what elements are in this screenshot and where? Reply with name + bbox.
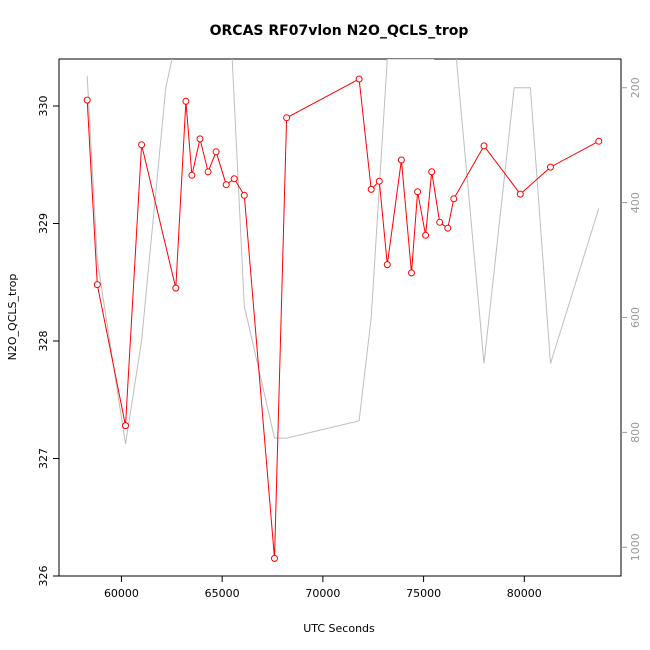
data-point [480, 142, 488, 150]
y2-tick-label: 400 [629, 192, 642, 213]
series-layer [83, 59, 603, 562]
y-tick-label: 327 [37, 448, 50, 469]
data-point [367, 185, 375, 193]
data-point [547, 163, 554, 171]
series-line-left [86, 78, 600, 559]
data-point [83, 96, 91, 104]
data-point [450, 195, 458, 203]
y2-tick-label: 200 [629, 77, 642, 98]
data-point [408, 269, 415, 277]
x-tick-label: 60000 [104, 587, 139, 600]
data-point [383, 261, 391, 269]
x-tick-label: 80000 [507, 587, 542, 600]
data-point [375, 177, 383, 185]
data-point [138, 141, 146, 149]
x-axis: 60000 65000 70000 75000 80000 [104, 576, 542, 600]
data-point [444, 224, 452, 232]
data-point [422, 231, 430, 239]
data-point [283, 114, 291, 122]
y-axis-label: N2O_QCLS_trop [6, 274, 19, 361]
y-axis-right: 200 400 600 800 1000 [621, 77, 642, 561]
data-point [212, 148, 220, 156]
data-point [196, 135, 204, 143]
data-point [414, 188, 422, 196]
x-tick-label: 70000 [305, 587, 340, 600]
data-point [172, 284, 180, 292]
x-tick-label: 75000 [406, 587, 441, 600]
data-point [230, 175, 238, 183]
y-tick-label: 330 [37, 96, 50, 117]
series-line-right [86, 59, 600, 444]
data-point [355, 75, 363, 83]
data-point [222, 181, 230, 189]
y-tick-label: 326 [37, 566, 50, 587]
y-tick-label: 329 [37, 213, 50, 234]
data-point [93, 281, 101, 289]
data-point [122, 422, 129, 430]
data-point [271, 554, 278, 562]
data-point [240, 191, 248, 199]
data-point [397, 156, 405, 164]
data-point [204, 168, 212, 176]
y-axis-left: 326 327 328 329 330 [37, 96, 59, 587]
y2-tick-label: 800 [629, 422, 642, 443]
data-point [516, 190, 524, 198]
y-tick-label: 328 [37, 331, 50, 352]
data-point [182, 97, 190, 105]
data-point [436, 218, 444, 226]
y2-tick-label: 600 [629, 307, 642, 328]
data-point [188, 171, 196, 179]
x-axis-label: UTC Seconds [303, 622, 375, 635]
data-point [595, 137, 603, 145]
x-tick-label: 65000 [205, 587, 240, 600]
y2-tick-label: 1000 [629, 533, 642, 561]
data-point [428, 168, 436, 176]
chart-title: ORCAS RF07vlon N2O_QCLS_trop [210, 23, 469, 39]
